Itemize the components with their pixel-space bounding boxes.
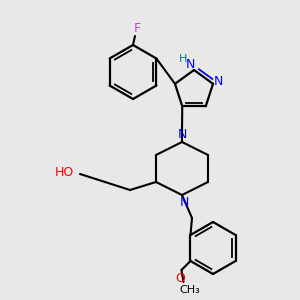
Text: CH₃: CH₃ bbox=[179, 285, 200, 295]
Text: N: N bbox=[177, 128, 187, 142]
Text: N: N bbox=[213, 75, 223, 88]
Text: H: H bbox=[179, 54, 187, 64]
Text: N: N bbox=[179, 196, 189, 208]
Text: O: O bbox=[176, 272, 185, 284]
Text: N: N bbox=[185, 58, 195, 71]
Text: HO: HO bbox=[55, 166, 74, 178]
Text: F: F bbox=[134, 22, 141, 34]
